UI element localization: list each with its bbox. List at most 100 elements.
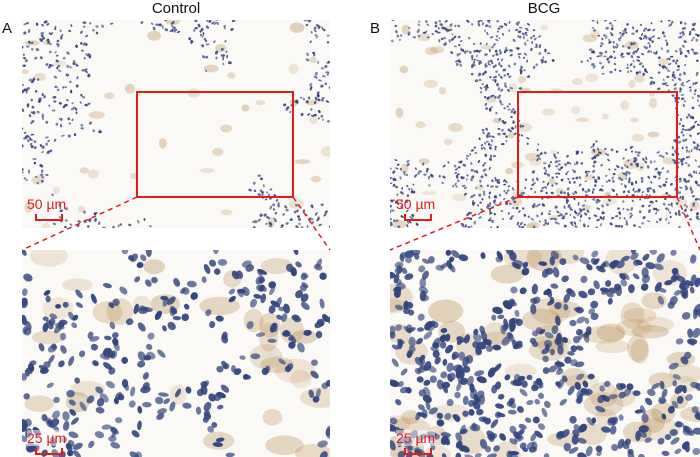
cell-nucleus: [574, 381, 582, 390]
cell-nucleus: [79, 101, 82, 104]
stain-patch: [34, 72, 46, 81]
cell-nucleus: [482, 190, 486, 194]
cell-nucleus: [480, 90, 482, 94]
cell-nucleus: [53, 396, 60, 404]
cell-nucleus: [516, 221, 520, 226]
stain-patch: [52, 186, 60, 195]
cell-nucleus: [674, 50, 678, 53]
cell-nucleus: [604, 148, 607, 151]
cell-nucleus: [455, 60, 458, 63]
cell-nucleus: [69, 409, 77, 416]
cell-nucleus: [523, 69, 526, 72]
cell-nucleus: [509, 217, 513, 220]
cell-nucleus: [519, 287, 527, 295]
cell-nucleus: [628, 172, 631, 175]
cell-nucleus: [484, 142, 487, 145]
cell-nucleus: [390, 440, 396, 451]
cell-nucleus: [692, 170, 696, 174]
cell-nucleus: [520, 221, 523, 226]
cell-nucleus: [675, 420, 682, 428]
cell-nucleus: [618, 37, 621, 42]
cell-nucleus: [487, 132, 491, 135]
cell-nucleus: [489, 217, 492, 221]
cell-nucleus: [406, 209, 409, 213]
cell-nucleus: [317, 440, 328, 448]
cell-nucleus: [510, 110, 514, 114]
cell-nucleus: [601, 204, 605, 208]
stain-patch: [547, 431, 581, 447]
stain-patch: [595, 339, 630, 354]
cell-nucleus: [475, 186, 477, 190]
cell-nucleus: [507, 128, 511, 132]
cell-nucleus: [630, 42, 633, 46]
cell-nucleus: [517, 30, 522, 33]
cell-nucleus: [642, 253, 650, 261]
cell-nucleus: [687, 155, 691, 159]
cell-nucleus: [580, 162, 583, 165]
cell-nucleus: [320, 67, 325, 70]
cell-nucleus: [434, 24, 438, 28]
cell-nucleus: [107, 350, 116, 358]
cell-nucleus: [78, 350, 86, 358]
cell-nucleus: [444, 435, 451, 445]
cell-nucleus: [483, 162, 487, 165]
cell-nucleus: [253, 189, 257, 193]
cell-nucleus: [92, 28, 95, 32]
cell-nucleus: [146, 343, 153, 350]
cell-nucleus: [392, 177, 395, 182]
cell-nucleus: [605, 152, 607, 156]
cell-nucleus: [651, 382, 660, 390]
cell-nucleus: [557, 163, 561, 166]
cell-nucleus: [140, 254, 147, 262]
cell-nucleus: [649, 76, 654, 79]
cell-nucleus: [394, 200, 398, 204]
cell-nucleus: [486, 31, 489, 36]
cell-nucleus: [639, 37, 642, 40]
cell-nucleus: [252, 181, 256, 185]
cell-nucleus: [541, 60, 544, 64]
cell-nucleus: [665, 39, 668, 42]
cell-nucleus: [447, 373, 453, 383]
scale-label: 50 µm: [27, 196, 67, 212]
cell-nucleus: [566, 170, 569, 174]
cell-nucleus: [671, 145, 674, 150]
cell-nucleus: [679, 195, 682, 199]
cell-nucleus: [35, 48, 40, 52]
cell-nucleus: [630, 150, 634, 153]
stain-patch: [401, 410, 420, 425]
cell-nucleus: [313, 75, 317, 79]
cell-nucleus: [484, 29, 486, 32]
cell-nucleus: [215, 20, 218, 22]
cell-nucleus: [407, 349, 414, 355]
cell-nucleus: [546, 173, 551, 177]
cell-nucleus: [504, 374, 511, 381]
cell-nucleus: [246, 321, 254, 330]
cell-nucleus: [69, 66, 72, 69]
cell-nucleus: [69, 80, 72, 84]
cell-nucleus: [84, 70, 88, 74]
cell-nucleus: [533, 37, 537, 41]
cell-nucleus: [81, 49, 84, 52]
cell-nucleus: [600, 426, 611, 433]
cell-nucleus: [268, 305, 276, 314]
cell-nucleus: [111, 430, 117, 438]
cell-nucleus: [620, 182, 623, 186]
cell-nucleus: [683, 71, 686, 75]
cell-nucleus: [480, 175, 484, 179]
cell-nucleus: [658, 63, 662, 67]
cell-nucleus: [526, 142, 529, 145]
cell-nucleus: [154, 310, 162, 320]
cell-nucleus: [641, 32, 644, 36]
cell-nucleus: [35, 22, 39, 26]
cell-nucleus: [22, 314, 27, 326]
cell-nucleus: [110, 441, 121, 449]
cell-nucleus: [658, 176, 661, 180]
cell-nucleus: [590, 258, 598, 265]
cell-nucleus: [666, 49, 670, 53]
cell-nucleus: [538, 220, 542, 223]
cell-nucleus: [55, 54, 59, 57]
cell-nucleus: [223, 27, 226, 30]
cell-nucleus: [173, 277, 181, 287]
cell-nucleus: [518, 423, 527, 430]
stain-patch: [124, 83, 136, 94]
